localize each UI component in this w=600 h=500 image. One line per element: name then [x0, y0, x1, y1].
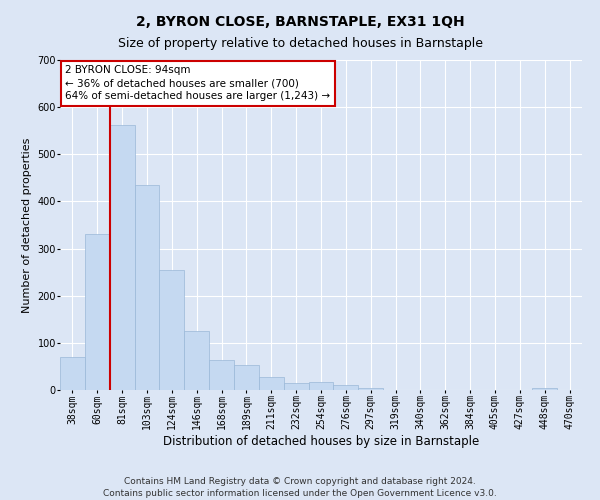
Text: 2, BYRON CLOSE, BARNSTAPLE, EX31 1QH: 2, BYRON CLOSE, BARNSTAPLE, EX31 1QH	[136, 15, 464, 29]
Bar	[308, 382, 334, 390]
Text: Size of property relative to detached houses in Barnstaple: Size of property relative to detached ho…	[118, 38, 482, 51]
Bar	[209, 360, 234, 390]
Bar	[284, 383, 308, 390]
Bar	[358, 388, 383, 390]
Text: 2 BYRON CLOSE: 94sqm
← 36% of detached houses are smaller (700)
64% of semi-deta: 2 BYRON CLOSE: 94sqm ← 36% of detached h…	[65, 65, 331, 102]
Bar	[259, 377, 284, 390]
Text: Contains HM Land Registry data © Crown copyright and database right 2024.
Contai: Contains HM Land Registry data © Crown c…	[103, 476, 497, 498]
Bar	[532, 388, 557, 390]
Bar	[85, 234, 110, 390]
Bar	[234, 366, 259, 390]
Y-axis label: Number of detached properties: Number of detached properties	[22, 138, 32, 312]
Bar	[60, 357, 85, 390]
Bar	[160, 270, 184, 390]
Bar	[134, 185, 160, 390]
Bar	[334, 386, 358, 390]
Bar	[184, 331, 209, 390]
Bar	[110, 124, 134, 390]
X-axis label: Distribution of detached houses by size in Barnstaple: Distribution of detached houses by size …	[163, 435, 479, 448]
